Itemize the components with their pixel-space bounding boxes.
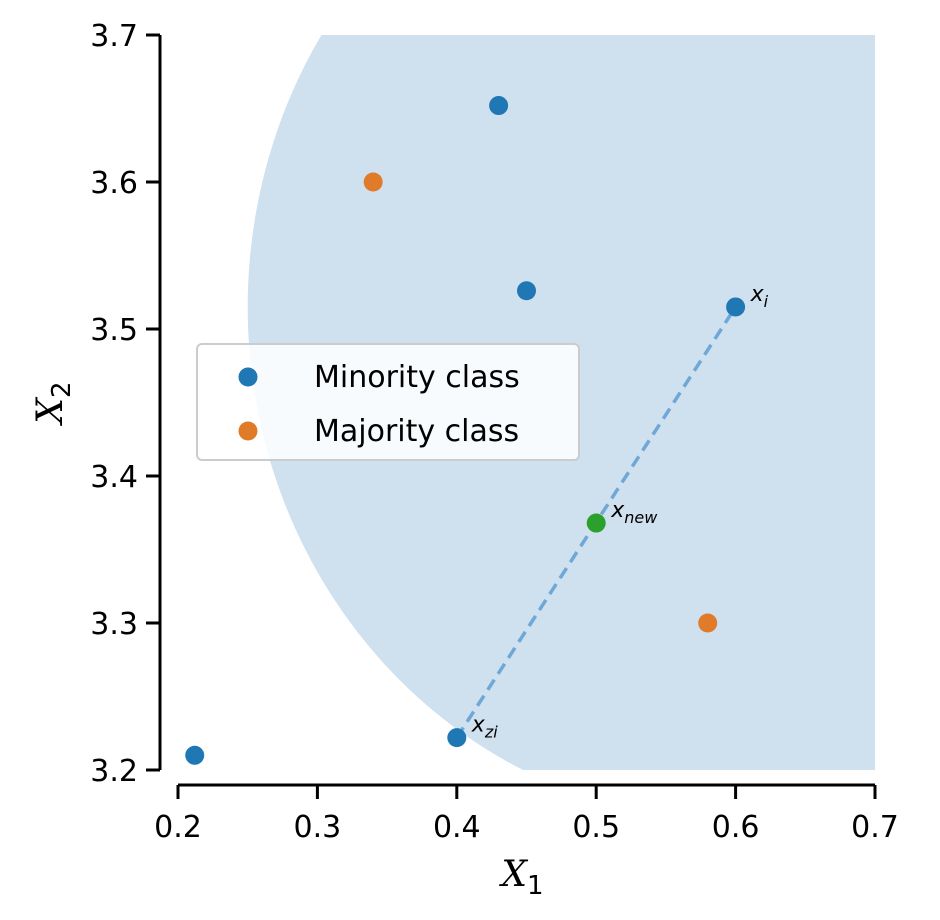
point-annotation-i: xi <box>750 282 769 311</box>
y-axis-label-group: X2 <box>30 381 77 426</box>
x-tick-label: 0.3 <box>294 810 342 845</box>
legend-marker <box>238 367 258 387</box>
y-tick-label: 3.4 <box>90 460 138 495</box>
majority-class-point <box>363 172 383 192</box>
y-tick-label: 3.7 <box>90 19 138 54</box>
x-axis-label: X1 <box>498 854 543 901</box>
y-axis-label: X2 <box>30 381 77 426</box>
y-tick-label: 3.2 <box>90 754 138 789</box>
x-tick-label: 0.2 <box>154 810 202 845</box>
majority-class-point <box>698 613 718 633</box>
legend-label: Majority class <box>314 414 519 449</box>
axes: 0.2 0.3 0.4 0.5 0.6 0.7 3.2 3.3 3.4 3.5 3.6 3.7 X1 X2 <box>30 19 899 901</box>
minority-class-point <box>517 281 536 301</box>
x-tick-label: 0.6 <box>712 810 760 845</box>
point-annotation-new: xnew <box>610 498 658 527</box>
minority-class-point <box>185 745 205 765</box>
x-tick-label: 0.4 <box>433 810 481 845</box>
x-tick-label: 0.5 <box>572 810 620 845</box>
legend-box <box>196 343 580 461</box>
minority-class-point <box>447 728 467 748</box>
minority-class-point <box>726 297 746 317</box>
legend-label: Minority class <box>314 360 520 395</box>
point-annotation-zi: xzi <box>471 713 498 742</box>
legend-marker <box>238 421 258 441</box>
point-annotations-layer: xi xnew xzi <box>471 282 769 742</box>
y-tick-label: 3.6 <box>90 166 138 201</box>
x-tick-label: 0.7 <box>851 810 899 845</box>
legend: Minority class Majority class <box>196 343 580 461</box>
minority-class-point <box>489 96 509 116</box>
data-points-layer <box>185 96 746 765</box>
y-tick-label: 3.5 <box>90 313 138 348</box>
y-tick-label: 3.3 <box>90 607 138 642</box>
synthetic-point <box>586 513 606 533</box>
